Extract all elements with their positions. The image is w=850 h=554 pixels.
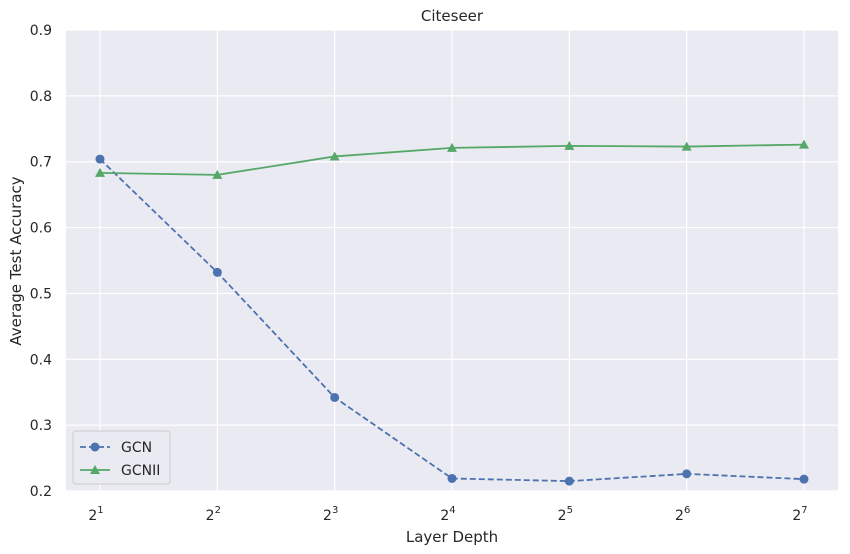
legend-gcn-label: GCN [121,440,152,456]
x-tick-base: 2 [558,508,567,524]
y-tick-label: 0.4 [30,352,52,368]
x-tick-exponent: 4 [449,505,455,516]
x-tick-exponent: 6 [684,505,690,516]
grid [66,29,838,492]
y-tick-label: 0.9 [30,23,52,39]
x-tick-base: 2 [792,508,801,524]
gcnii-point [447,142,457,152]
x-tick-label: 24 [440,505,455,524]
gcn-point [330,392,340,402]
x-tick-exponent: 1 [97,505,103,516]
x-tick-base: 2 [323,508,332,524]
gcn-point [799,474,809,484]
gcnii-point [95,167,105,177]
gcn-point [447,473,457,483]
x-tick-base: 2 [440,508,449,524]
gcnii-point [212,169,223,179]
y-tick-label: 0.8 [30,89,52,105]
legend-gcnii-marker [90,465,100,474]
x-tick-exponent: 5 [567,505,573,516]
x-tick-exponent: 7 [801,505,807,516]
y-tick-label: 0.7 [30,155,52,171]
gcnii-point [681,141,692,151]
gcnii-point [329,151,340,161]
gcn-point [564,476,574,486]
y-tick-label: 0.6 [30,221,52,237]
legend-gcn-marker [90,442,100,452]
y-tick-label: 0.3 [30,418,52,434]
gcnii-point [799,139,809,149]
x-tick-label: 27 [792,505,807,524]
x-tick-base: 2 [88,508,97,524]
x-tick-base: 2 [675,508,684,524]
y-axis-label: Average Test Accuracy [7,176,25,345]
x-tick-base: 2 [206,508,215,524]
gcn-point [95,154,105,164]
chart-title: Citeseer [421,7,484,25]
legend: GCN GCNII [72,430,171,485]
gcnii-point [564,140,575,150]
x-tick-label: 23 [323,505,338,524]
legend-gcnii-label: GCNII [121,463,160,479]
x-tick-exponent: 3 [332,505,338,516]
y-tick-label: 0.5 [30,286,52,302]
x-tick-label: 25 [558,505,573,524]
y-tick-label: 0.2 [30,484,52,500]
x-tick-exponent: 2 [215,505,221,516]
x-tick-label: 21 [88,505,103,524]
y-axis-ticks: 0.2 0.3 0.4 0.5 0.6 0.7 0.8 0.9 [30,23,52,500]
x-axis-ticks: 21 22 23 24 25 26 27 [88,505,807,524]
x-axis-label: Layer Depth [406,528,498,546]
x-tick-label: 26 [675,505,690,524]
series-layer [95,139,809,486]
x-tick-label: 22 [206,505,221,524]
gcn-point [212,267,222,277]
gcn-point [682,469,692,479]
